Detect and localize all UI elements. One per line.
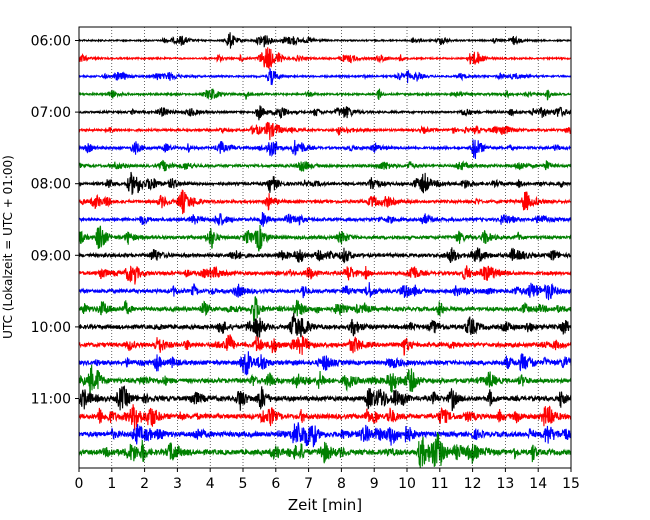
x-tick-label-10: 10 <box>398 476 416 492</box>
trace-2 <box>78 68 572 86</box>
trace-17 <box>78 334 572 356</box>
trace-21 <box>78 404 572 431</box>
trace-4 <box>78 105 572 121</box>
trace-23 <box>78 431 572 468</box>
trace-13 <box>78 265 572 285</box>
x-tick-label-11: 11 <box>431 476 449 492</box>
trace-9 <box>78 189 572 215</box>
x-tick-label-0: 0 <box>75 476 84 492</box>
x-axis-ticks: 0 1 2 3 4 5 6 7 8 9 10 11 12 13 14 15 <box>75 468 580 492</box>
trace-8 <box>78 171 572 195</box>
trace-1 <box>78 47 572 70</box>
y-axis-label: UTC (Lokalzeit = UTC + 01:00) <box>1 155 15 339</box>
seismic-traces <box>78 32 572 468</box>
x-tick-label-9: 9 <box>370 476 379 492</box>
x-tick-label-5: 5 <box>239 476 248 492</box>
y-tick-label-10:00: 10:00 <box>31 320 71 336</box>
trace-19 <box>78 364 572 395</box>
trace-22 <box>78 422 572 448</box>
y-tick-label-06:00: 06:00 <box>31 34 71 50</box>
x-tick-label-12: 12 <box>464 476 482 492</box>
trace-16 <box>78 312 572 341</box>
x-tick-label-8: 8 <box>337 476 346 492</box>
x-tick-label-14: 14 <box>529 476 547 492</box>
y-tick-label-08:00: 08:00 <box>31 177 71 193</box>
trace-5 <box>78 121 572 141</box>
y-tick-label-09:00: 09:00 <box>31 248 71 264</box>
x-tick-label-15: 15 <box>562 476 580 492</box>
x-tick-label-4: 4 <box>206 476 215 492</box>
x-tick-label-13: 13 <box>496 476 514 492</box>
x-tick-label-7: 7 <box>304 476 313 492</box>
trace-6 <box>78 139 572 159</box>
trace-14 <box>78 282 572 301</box>
trace-7 <box>78 159 572 172</box>
x-tick-label-3: 3 <box>173 476 182 492</box>
plot-frame <box>78 26 572 469</box>
trace-3 <box>78 88 572 101</box>
trace-11 <box>78 224 572 252</box>
x-tick-label-2: 2 <box>140 476 149 492</box>
x-tick-label-6: 6 <box>271 476 280 492</box>
trace-20 <box>78 385 572 412</box>
x-axis-label: Zeit [min] <box>288 496 362 514</box>
y-axis-ticks: 06:00 07:00 08:00 09:00 10:00 11:00 <box>31 34 79 408</box>
trace-10 <box>78 212 572 227</box>
trace-18 <box>78 351 572 376</box>
x-tick-label-1: 1 <box>107 476 116 492</box>
y-tick-label-11:00: 11:00 <box>31 392 71 408</box>
y-tick-label-07:00: 07:00 <box>31 105 71 121</box>
trace-15 <box>78 296 572 322</box>
trace-0 <box>78 32 572 49</box>
trace-12 <box>78 247 572 264</box>
